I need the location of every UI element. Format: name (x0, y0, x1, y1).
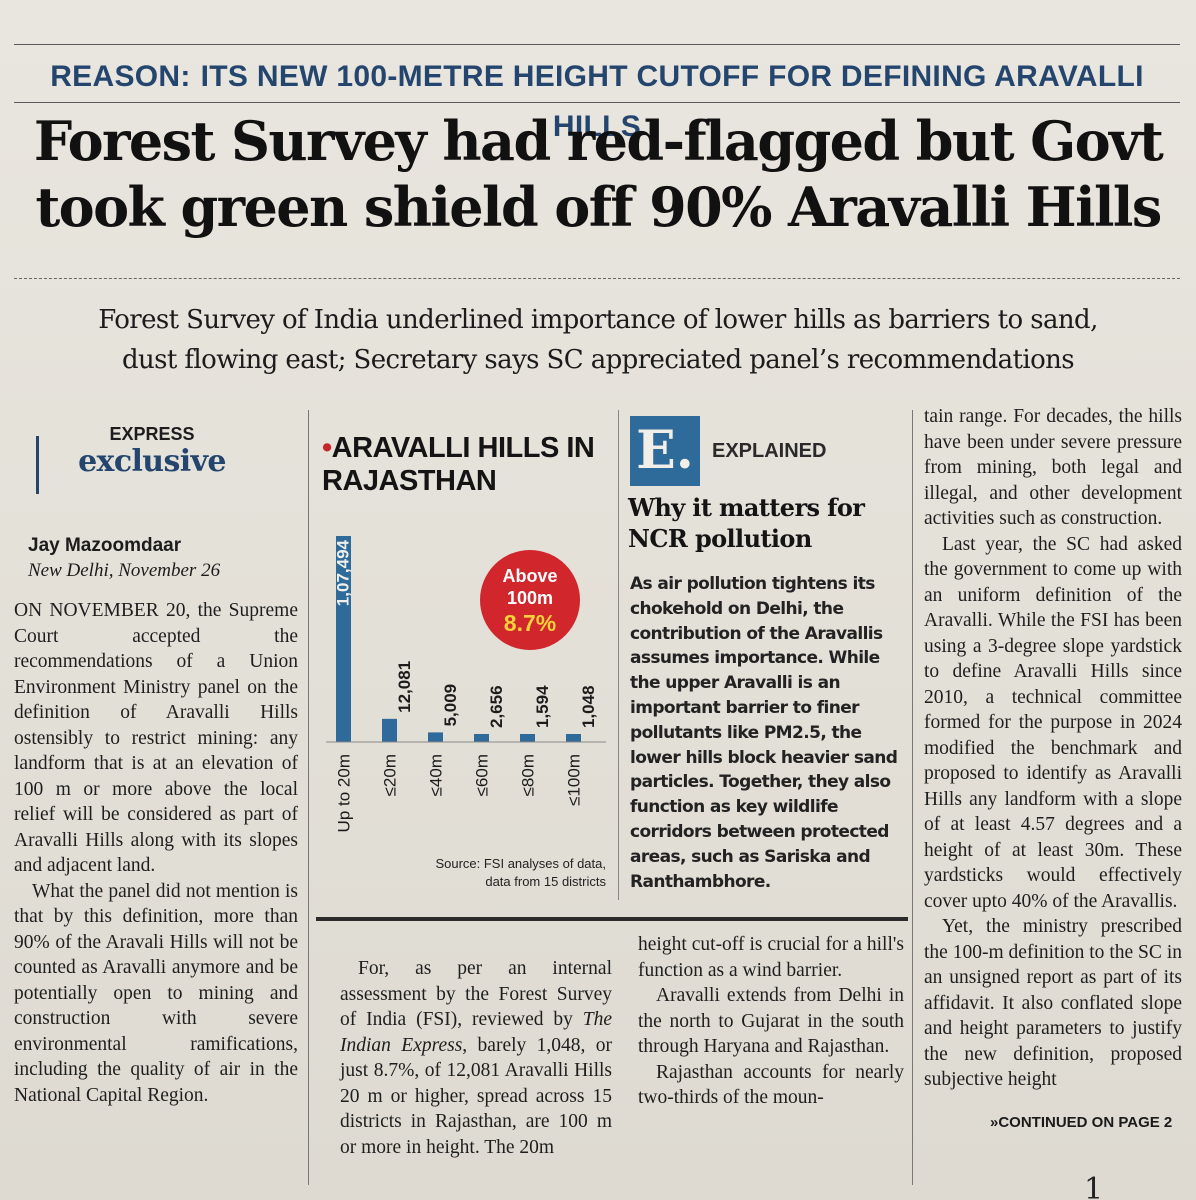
col3-paragraph-1: height cut-off is crucial for a hill's f… (638, 934, 904, 981)
col2-text-b: , barely 1,048, or just 8.7%, of 12,081 … (340, 1034, 612, 1158)
chart-divider (618, 410, 619, 900)
deck-line-1: Forest Survey of India underlined import… (98, 305, 1098, 335)
value-label--60m: 2,656 (487, 685, 506, 728)
col3-paragraph-3: Rajasthan accounts for nearly two-thirds… (638, 1061, 904, 1109)
headline-line-2: took green shield off 90% Aravalli Hills (35, 175, 1162, 239)
callout-line-1: Above (502, 566, 557, 586)
bar--40m (428, 732, 443, 742)
exclusive-bar (36, 436, 39, 494)
exclusive-bottom: exclusive (78, 444, 226, 479)
byline: Jay Mazoomdaar New Delhi, November 26 (28, 533, 308, 583)
deck: Forest Survey of India underlined import… (14, 300, 1182, 380)
category-label-up-to-20m: Up to 20m (335, 754, 354, 832)
col2-text-a: For, as per an internal assessment by th… (340, 958, 612, 1030)
column-2: For, as per an internal assessment by th… (340, 956, 612, 1160)
col1-paragraph-1: ON NOVEMBER 20, the Supreme Court accept… (14, 600, 298, 876)
express-exclusive-badge: EXPRESS exclusive (52, 424, 252, 486)
bar--80m (520, 734, 535, 742)
rule-kicker (14, 102, 1180, 103)
column-4: tain range. For decades, the hills have … (924, 404, 1182, 1093)
bar--100m (566, 734, 581, 742)
page-number: 1 (1084, 1172, 1104, 1200)
callout-value: 8.7% (504, 610, 556, 636)
rule-top (14, 44, 1180, 45)
explained-label: EXPLAINED (712, 440, 827, 462)
continued-on-page-2: »CONTINUED ON PAGE 2 (990, 1114, 1173, 1131)
column-3: height cut-off is crucial for a hill's f… (638, 932, 904, 1111)
col4-paragraph-1: tain range. For decades, the hills have … (924, 406, 1182, 529)
category-label--20m: ≤20m (381, 754, 400, 796)
chart-title: •ARAVALLI HILLS IN RAJASTHAN (322, 432, 622, 498)
kicker: REASON: ITS NEW 100-METRE HEIGHT CUTOFF F… (12, 52, 1182, 143)
value-label--80m: 1,594 (533, 685, 552, 728)
dateline: New Delhi, November 26 (28, 560, 221, 581)
aravalli-bar-chart: 1,07,494 Up to 20m 12,081 ≤20m 5,009 ≤40m 2,65… (326, 536, 607, 889)
value-label-up-to-20m: 1,07,494 (334, 539, 353, 606)
author-name: Jay Mazoomdaar (28, 535, 182, 556)
kicker-label: REASON: (50, 60, 191, 93)
col1-paragraph-2: What the panel did not mention is that b… (14, 880, 298, 1106)
deck-line-2: dust flowing east; Secretary says SC app… (121, 345, 1075, 375)
category-label--80m: ≤80m (519, 754, 538, 796)
value-label--20m: 12,081 (395, 661, 414, 713)
col4-paragraph-3: Yet, the ministry prescribed the 100-m d… (924, 916, 1182, 1090)
chart-source-line-1: Source: FSI analyses of data, (435, 856, 606, 871)
col3-paragraph-2: Aravalli extends from Delhi in the north… (638, 985, 904, 1057)
chart-title-text: ARAVALLI HILLS IN RAJASTHAN (322, 432, 595, 497)
rule-under-headline (14, 278, 1180, 279)
rule-explained-bottom (316, 917, 908, 921)
category-label--60m: ≤60m (473, 754, 492, 796)
bar--20m (382, 718, 397, 742)
explained-heading: Why it matters for NCR pollution (628, 493, 865, 553)
column-1: ON NOVEMBER 20, the Supreme Court accept… (14, 598, 298, 1108)
headline-line-1: Forest Survey had red-flagged but Govt (33, 109, 1164, 173)
explained-logo: E. (630, 416, 700, 486)
chart-source-line-2: data from 15 districts (485, 874, 606, 889)
chart-title-dot: • (322, 432, 332, 464)
category-label--100m: ≤100m (565, 754, 584, 806)
exclusive-top: EXPRESS (109, 424, 195, 444)
headline: Forest Survey had red-flagged but Govt t… (14, 108, 1182, 240)
value-label--40m: 5,009 (441, 684, 460, 727)
column-divider-2 (912, 410, 913, 1185)
kicker-text: ITS NEW 100-METRE HEIGHT CUTOFF FOR DEFI… (200, 60, 1144, 143)
col2-paragraph-1: For, as per an internal assessment by th… (340, 956, 612, 1160)
column-divider-1 (308, 410, 309, 1185)
bar-up-to-20m (336, 536, 351, 742)
value-label--100m: 1,048 (579, 685, 598, 728)
bar--60m (474, 734, 489, 742)
col4-paragraph-2: Last year, the SC had asked the governme… (924, 533, 1182, 912)
explained-body: As air pollution tightens its chokehold … (630, 574, 898, 892)
callout-line-2: 100m (507, 588, 553, 608)
callout-circle (480, 550, 580, 650)
category-label--40m: ≤40m (427, 754, 446, 796)
col2-publication: The Indian Express (340, 1009, 612, 1056)
